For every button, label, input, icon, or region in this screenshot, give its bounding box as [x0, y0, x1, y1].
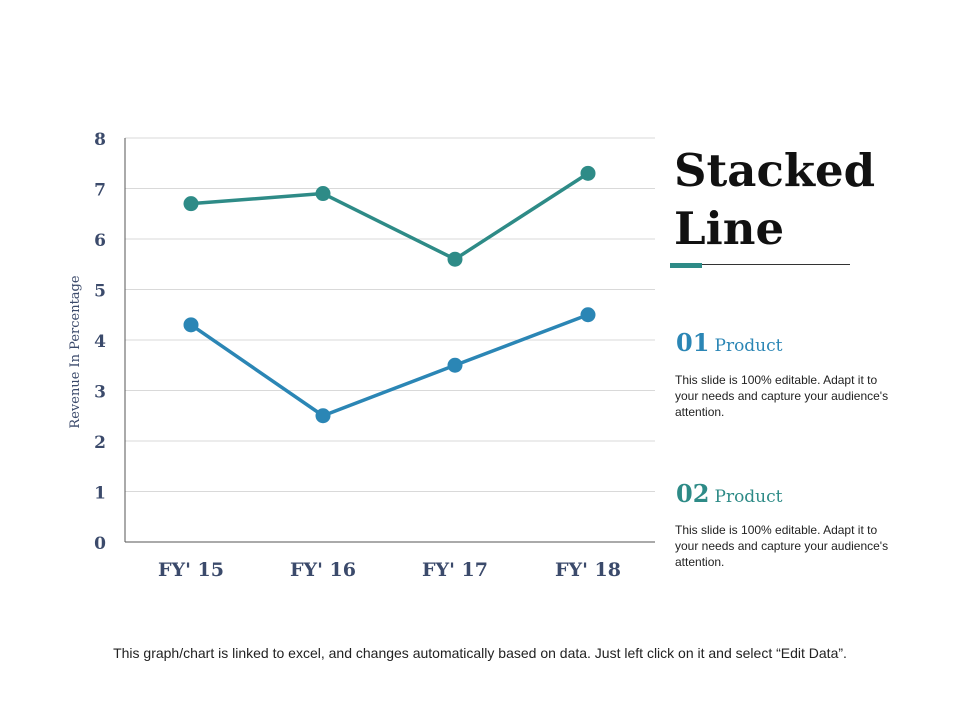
product-01-description: This slide is 100% editable. Adapt it to…: [675, 373, 889, 419]
y-tick-label: 5: [94, 282, 106, 302]
x-tick-label: FY' 15: [158, 559, 224, 581]
y-axis-label: Revenue In Percentage: [68, 275, 83, 428]
series-1-point: [580, 165, 596, 181]
series-2-line: [190, 313, 589, 418]
product-02-description: This slide is 100% editable. Adapt it to…: [675, 523, 889, 569]
slide-title: Stacked Line: [674, 144, 876, 255]
series-1-line: [190, 171, 589, 261]
x-tick-labels: FY' 15 FY' 16 FY' 17 FY' 18: [158, 559, 621, 581]
product-02-number: 02: [676, 479, 710, 508]
product-01-name: Product: [714, 336, 783, 356]
x-tick-label: FY' 17: [422, 559, 488, 581]
product-01-number: 01: [676, 328, 710, 357]
footer-note: This graph/chart is linked to excel, and…: [113, 645, 847, 661]
series-2-point: [315, 408, 331, 424]
x-tick-label: FY' 18: [555, 559, 621, 581]
y-tick-label: 4: [94, 332, 106, 352]
series-2-point: [447, 357, 463, 373]
series-2-point: [580, 307, 596, 323]
y-tick-labels: 0 1 2 3 4 5 6 7 8: [94, 130, 106, 554]
y-tick-label: 7: [94, 181, 106, 201]
product-02-heading: 02 Product: [676, 479, 782, 508]
gridlines: [125, 137, 655, 492]
series-2-point: [183, 317, 199, 333]
series-1-point: [183, 196, 199, 212]
y-tick-label: 2: [94, 433, 106, 453]
series-lines: [183, 165, 596, 424]
x-tick-label: FY' 16: [290, 559, 356, 581]
product-02-name: Product: [714, 487, 783, 507]
title-accent-bar: [670, 263, 702, 268]
series-1-point: [315, 186, 331, 202]
y-tick-label: 0: [94, 534, 106, 554]
series-1-point: [447, 251, 463, 267]
product-01-heading: 01 Product: [676, 328, 782, 357]
y-tick-label: 3: [94, 383, 106, 403]
y-tick-label: 8: [94, 130, 106, 150]
title-rule: [702, 264, 850, 265]
y-tick-label: 6: [94, 231, 106, 251]
y-tick-label: 1: [94, 484, 106, 504]
